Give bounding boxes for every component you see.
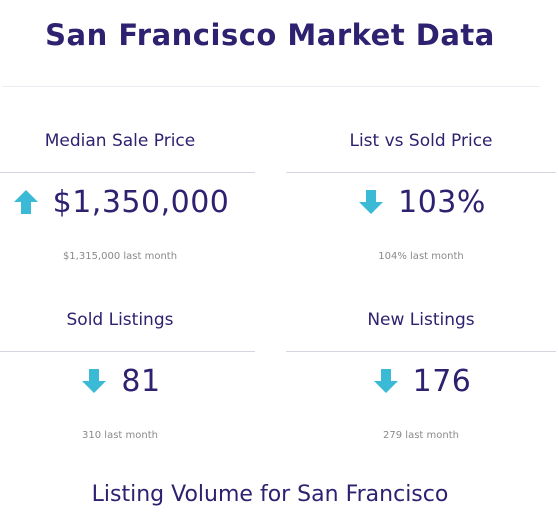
stat-value-row: 81 (0, 361, 255, 401)
stat-previous: $1,315,000 last month (62, 251, 178, 262)
stat-divider (0, 351, 255, 352)
stat-label: List vs Sold Price (349, 131, 493, 151)
stat-label: Median Sale Price (44, 131, 196, 151)
arrow-up-icon (11, 187, 41, 217)
stat-value: $1,350,000 (52, 184, 230, 220)
stat-label: Sold Listings (66, 310, 174, 330)
stat-divider (286, 172, 556, 173)
stat-label: New Listings (367, 310, 475, 330)
stat-value: 103% (398, 184, 486, 220)
stat-previous: 310 last month (82, 430, 158, 441)
arrow-down-icon (371, 366, 401, 396)
stat-value: 176 (412, 363, 472, 399)
stat-divider (0, 172, 255, 173)
stat-previous: 279 last month (383, 430, 459, 441)
title-divider (2, 86, 540, 87)
stat-previous: 104% last month (378, 251, 464, 262)
arrow-down-icon (79, 366, 109, 396)
stat-value-row: $1,350,000 (0, 182, 255, 222)
listing-volume-title: Listing Volume for San Francisco (91, 482, 449, 507)
arrow-down-icon (356, 187, 386, 217)
stat-value-row: 176 (286, 361, 556, 401)
stat-divider (286, 351, 556, 352)
page-title: San Francisco Market Data (45, 18, 495, 52)
stat-value: 81 (121, 363, 161, 399)
stat-value-row: 103% (286, 182, 556, 222)
